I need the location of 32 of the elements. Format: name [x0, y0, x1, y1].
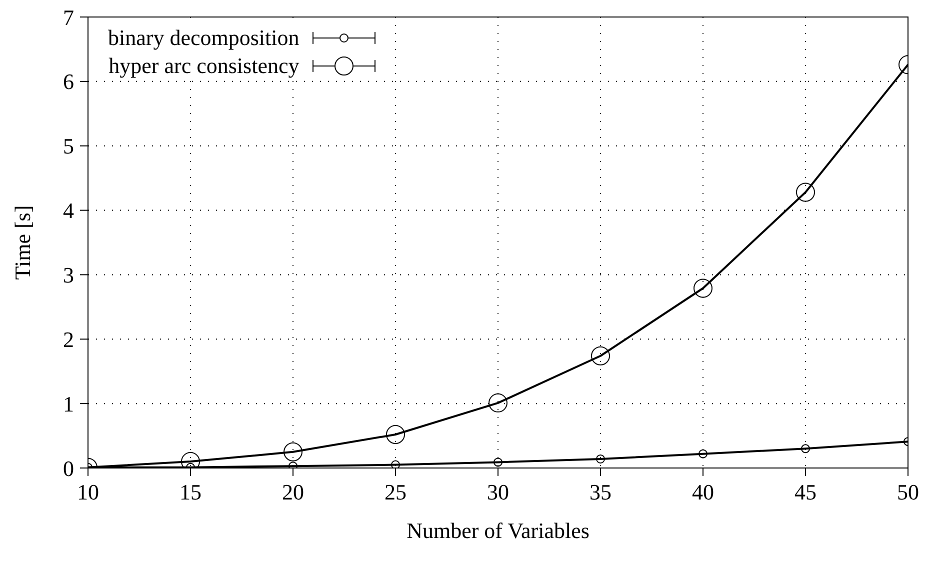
y-tick-label: 7: [63, 4, 74, 30]
point: [284, 442, 302, 462]
point: [801, 444, 810, 454]
x-axis-title: Number of Variables: [406, 518, 590, 543]
legend-label: hyper arc consistency: [108, 52, 300, 80]
x-tick-label: 15: [180, 480, 202, 505]
x-tick-label: 35: [590, 480, 612, 505]
y-tick-label: 1: [63, 391, 74, 416]
point: [796, 182, 815, 202]
x-tick-label: 10: [77, 480, 99, 505]
x-tick-label: 30: [487, 480, 509, 505]
point: [391, 460, 400, 468]
point: [386, 424, 405, 444]
point: [488, 393, 508, 412]
y-axis-title: Time [s]: [10, 205, 35, 280]
y-tick-label: 6: [63, 69, 74, 94]
point: [694, 278, 712, 298]
x-tick-label: 40: [692, 480, 714, 505]
point: [698, 449, 708, 458]
y-tick-label: 2: [63, 326, 74, 352]
legend-label: binary decomposition: [108, 24, 300, 52]
point: [591, 346, 610, 366]
point: [596, 454, 605, 464]
x-tick-label: 20: [282, 480, 304, 505]
x-tick-label: 25: [384, 480, 406, 505]
x-tick-label: 50: [897, 480, 919, 505]
y-tick-label: 5: [63, 134, 74, 159]
y-tick-label: 4: [63, 198, 74, 224]
y-tick-label: 3: [63, 262, 74, 288]
point: [494, 458, 502, 467]
y-tick-label: 0: [63, 456, 74, 481]
x-tick-label: 45: [794, 480, 816, 505]
